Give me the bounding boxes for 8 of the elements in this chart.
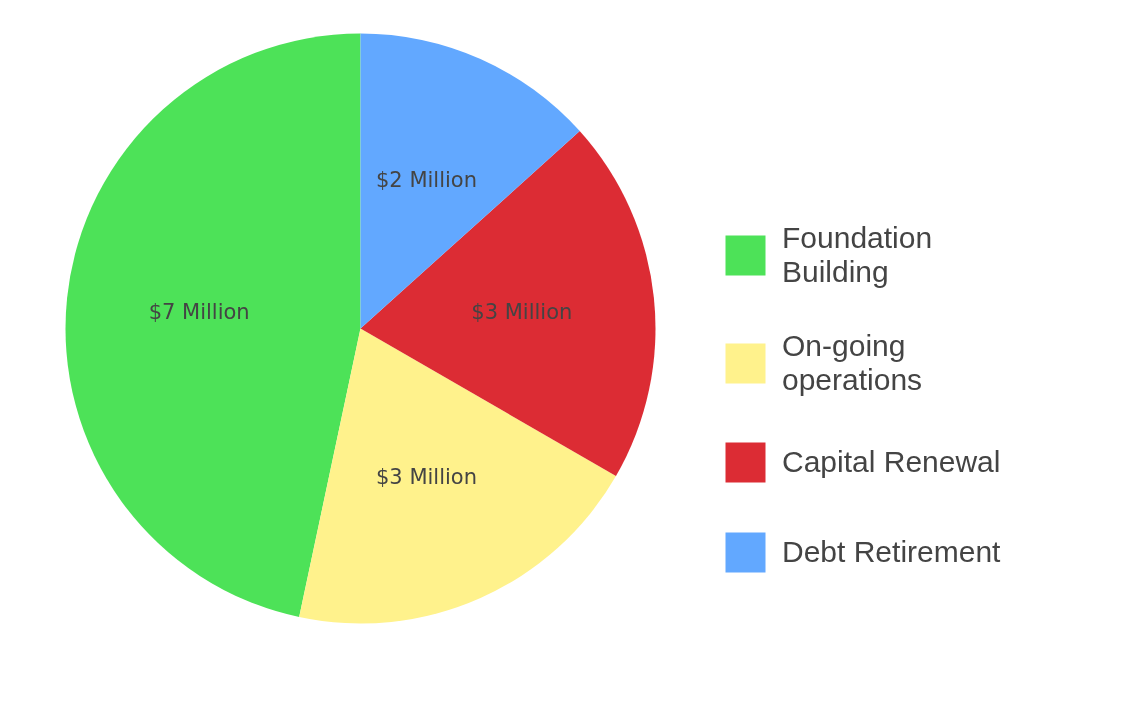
- data-label: $7 Million: [148, 299, 250, 324]
- data-label: $2 Million: [375, 168, 477, 193]
- legend-label: Foundation Building: [782, 221, 933, 289]
- data-label: $3 Million: [471, 299, 573, 324]
- legend-label: Debt Retirement: [782, 534, 1001, 570]
- legend-label: On-going operations: [782, 329, 923, 397]
- legend-label: Capital Renewal: [782, 444, 1001, 480]
- data-label: $3 Million: [375, 464, 477, 489]
